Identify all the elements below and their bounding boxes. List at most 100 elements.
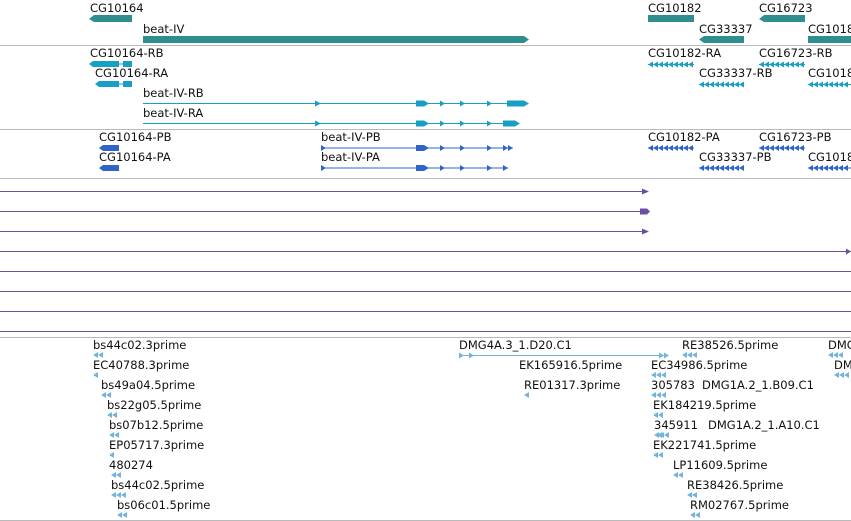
est-glyph[interactable] [687,492,692,498]
est-glyph[interactable] [93,372,98,378]
est-label[interactable]: bs49a04.5prime [101,378,196,392]
gene-glyph-cg10182[interactable] [648,15,694,22]
est-glyph[interactable] [93,352,98,358]
est-label[interactable]: bs07b12.5prime [109,418,204,432]
alignment-line[interactable] [0,208,650,215]
transcript-glyph-beat-iv-rb[interactable] [143,100,529,107]
protein-glyph-cg1018[interactable] [808,165,851,171]
protein-label[interactable]: beat-IV-PB [321,130,381,144]
est-label[interactable]: EC40788.3prime [93,358,190,372]
gene-label[interactable]: CG10182 [648,1,702,15]
est-glyph[interactable] [664,432,669,438]
est-glyph[interactable] [653,412,658,418]
est-label[interactable]: EK184219.5prime [653,398,757,412]
est-glyph[interactable] [678,472,683,478]
transcript-track[interactable] [89,61,851,127]
gene-glyph-cg16723[interactable] [759,15,805,22]
est-glyph[interactable] [690,512,695,518]
transcript-glyph-beat-iv-ra[interactable] [143,120,520,127]
est-glyph[interactable] [687,352,692,358]
est-glyph[interactable] [658,412,663,418]
est-glyph[interactable] [654,432,659,438]
est-glyph[interactable] [116,492,121,498]
est-glyph[interactable] [833,352,838,358]
est-glyph[interactable] [117,512,122,518]
transcript-label[interactable]: CG33337-RB [699,66,773,80]
est-glyph[interactable] [98,352,103,358]
est-glyph[interactable] [661,372,666,378]
est-label[interactable]: RM02767.5prime [690,498,789,512]
est-glyph[interactable] [101,392,106,398]
gene-glyph-cg1018[interactable] [808,36,851,43]
gene-label[interactable]: CG16723 [759,1,813,15]
protein-label[interactable]: beat-IV-PA [321,150,380,164]
est-glyph[interactable] [692,492,697,498]
gene-label[interactable]: CG1018 [808,22,851,36]
est-glyph[interactable] [122,512,127,518]
alignment-line[interactable] [0,248,851,255]
transcript-label[interactable]: CG10164-RA [95,66,169,80]
est-glyph[interactable] [111,472,116,478]
est-glyph[interactable] [656,372,661,378]
est-glyph[interactable] [839,372,844,378]
est-label[interactable]: EK165916.5prime [519,358,623,372]
transcript-label[interactable]: CG1018 [808,66,851,80]
est-glyph[interactable] [838,352,843,358]
est-label[interactable]: EP05717.3prime [109,438,205,452]
est-glyph[interactable] [661,392,666,398]
est-label[interactable]: bs44c02.3prime [93,338,187,352]
protein-label[interactable]: CG16723-PB [759,130,832,144]
gene-track[interactable] [89,15,851,43]
est-glyph[interactable] [656,392,661,398]
protein-label[interactable]: CG33337-PB [699,150,772,164]
protein-label[interactable]: CG10164-PB [99,130,172,144]
gene-glyph-beat-iv[interactable] [143,36,529,43]
est-label[interactable]: bs06c01.5prime [117,498,211,512]
est-label[interactable]: RE38526.5prime [682,338,779,352]
est-glyph[interactable] [682,352,687,358]
est-glyph[interactable] [651,372,656,378]
est-glyph[interactable] [828,352,833,358]
est-label[interactable]: 345911 [654,418,698,432]
est-label[interactable]: EC34986.5prime [651,358,748,372]
protein-glyph-beat-iv-pb[interactable] [321,145,513,151]
transcript-label[interactable]: beat-IV-RA [143,106,204,120]
est-glyph[interactable] [657,432,662,438]
est-glyph[interactable] [524,392,529,398]
protein-glyph-cg33337-pb[interactable] [699,165,744,171]
transcript-label[interactable]: CG10164-RB [90,46,164,60]
gene-label[interactable]: CG33337 [699,22,753,36]
transcript-glyph-cg10164-ra[interactable] [95,81,132,87]
protein-glyph-beat-iv-pa[interactable] [321,165,508,171]
gene-label[interactable]: CG10164 [90,1,144,15]
est-label[interactable]: 480274 [109,458,153,472]
transcript-glyph-cg10164-rb[interactable] [89,61,132,67]
gene-glyph-cg10164[interactable] [89,15,132,22]
protein-glyph-cg16723-pb[interactable] [759,145,805,151]
alignment-line[interactable] [0,228,649,235]
est-label[interactable]: DMG4A.3_1.D20.C1 [459,338,572,352]
est-label[interactable]: bs44c02.5prime [111,478,205,492]
protein-label[interactable]: CG10182-PA [648,130,720,144]
est-label[interactable]: DMG1A.2_1.A10.C1 [708,418,820,432]
est-glyph[interactable] [653,452,658,458]
est-glyph[interactable] [834,372,839,378]
est-glyph[interactable] [116,472,121,478]
est-label[interactable]: bs22g05.5prime [107,398,202,412]
est-glyph[interactable] [673,472,678,478]
transcript-label[interactable]: CG16723-RB [759,46,833,60]
protein-glyph-cg10164-pb[interactable] [99,145,119,151]
est-glyph[interactable] [844,372,849,378]
protein-glyph-cg10182-pa[interactable] [648,145,694,151]
protein-label[interactable]: CG1018 [808,150,851,164]
transcript-label[interactable]: beat-IV-RB [143,86,204,100]
transcript-glyph-cg16723-rb[interactable] [759,61,805,68]
est-label[interactable]: DMG [828,338,851,352]
transcript-label[interactable]: CG10182-RA [648,46,722,60]
est-label[interactable]: RE01317.3prime [524,378,621,392]
est-glyph[interactable] [114,432,119,438]
protein-track[interactable] [99,145,851,171]
alignment-track[interactable] [0,188,851,332]
alignment-line[interactable] [0,188,649,195]
